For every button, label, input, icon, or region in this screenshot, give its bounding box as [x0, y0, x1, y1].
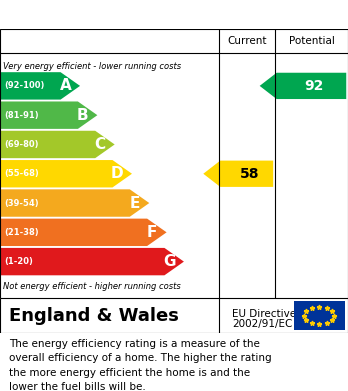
Text: (81-91): (81-91) — [4, 111, 39, 120]
Text: 58: 58 — [239, 167, 259, 181]
Polygon shape — [1, 189, 149, 217]
Polygon shape — [1, 219, 167, 246]
Polygon shape — [260, 73, 346, 99]
Text: (1-20): (1-20) — [4, 257, 33, 266]
Text: 2002/91/EC: 2002/91/EC — [232, 319, 293, 329]
Polygon shape — [1, 160, 132, 187]
Text: C: C — [95, 137, 106, 152]
Text: (55-68): (55-68) — [4, 169, 39, 178]
Polygon shape — [1, 72, 80, 100]
Text: A: A — [60, 78, 71, 93]
Text: B: B — [77, 108, 89, 123]
Text: 92: 92 — [304, 79, 324, 93]
Text: Current: Current — [227, 36, 267, 46]
Text: (92-100): (92-100) — [4, 81, 45, 90]
Text: (21-38): (21-38) — [4, 228, 39, 237]
Polygon shape — [1, 102, 97, 129]
Text: (69-80): (69-80) — [4, 140, 39, 149]
Text: D: D — [111, 166, 124, 181]
Text: Energy Efficiency Rating: Energy Efficiency Rating — [9, 5, 249, 23]
Text: Not energy efficient - higher running costs: Not energy efficient - higher running co… — [3, 282, 181, 291]
Bar — [294, 301, 345, 330]
Text: G: G — [163, 254, 175, 269]
Text: F: F — [147, 225, 157, 240]
Polygon shape — [1, 131, 114, 158]
Text: (39-54): (39-54) — [4, 199, 39, 208]
Text: E: E — [129, 196, 140, 210]
Polygon shape — [203, 161, 273, 187]
Polygon shape — [1, 248, 184, 275]
Text: EU Directive: EU Directive — [232, 309, 296, 319]
Text: England & Wales: England & Wales — [9, 307, 179, 325]
Text: The energy efficiency rating is a measure of the
overall efficiency of a home. T: The energy efficiency rating is a measur… — [9, 339, 271, 391]
Text: Potential: Potential — [288, 36, 334, 46]
Text: Very energy efficient - lower running costs: Very energy efficient - lower running co… — [3, 62, 182, 71]
